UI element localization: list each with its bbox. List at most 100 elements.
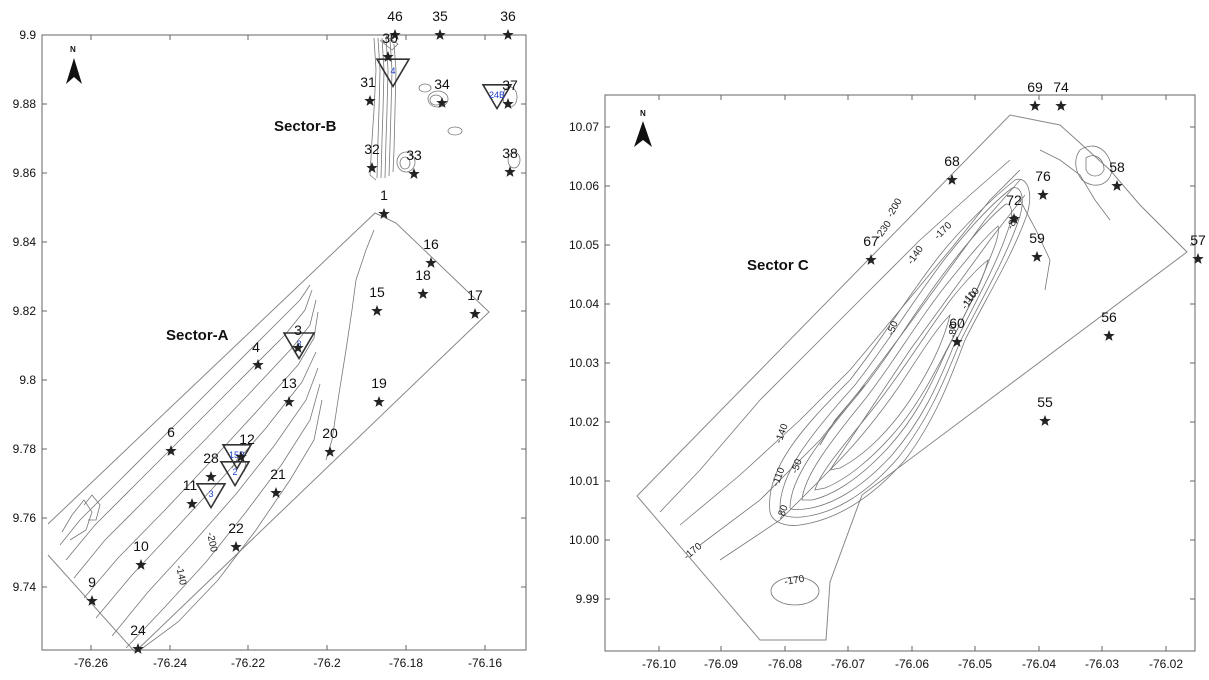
station-label: 21 [270,466,286,482]
station-marker-icon [366,162,378,173]
left-triangles: 4 24B 3 15B 2 3 [195,58,513,510]
station-marker-icon [1055,100,1067,111]
station-label: 60 [949,315,965,331]
triangle-label: 3 [296,339,301,349]
station-marker-icon [951,336,963,347]
x-tick-label: -76.06 [895,657,929,671]
right-stations: 69 74 68 76 58 72 67 59 57 60 56 55 [863,79,1206,426]
station-marker-icon [132,643,144,654]
station-marker-icon [1031,251,1043,262]
station-label: 1 [380,187,388,203]
station-label: 12 [239,431,255,447]
station-marker-icon [371,305,383,316]
sector-a-outline [47,212,490,653]
station-marker-icon [417,288,429,299]
y-tick-label: 9.76 [13,511,37,525]
station-label: 69 [1027,79,1043,95]
station-marker-icon [946,174,958,185]
station-marker-icon [1039,415,1051,426]
y-tick-label: 10.06 [569,179,599,193]
station-label: 31 [360,74,376,90]
sector-c-outline [636,114,1188,641]
contour-label: -110 [960,285,982,307]
station-marker-icon [502,98,514,109]
station-marker-icon [408,168,420,179]
station-label: 32 [364,141,380,157]
contour-label: -140 [773,422,790,445]
y-tick-label: 9.84 [13,235,37,249]
station-label: 35 [432,8,448,24]
contour-label: -170 [932,220,954,242]
station-marker-icon [865,254,877,265]
triangle-label: 4 [390,66,395,76]
station-label: 56 [1101,309,1117,325]
station-label: 17 [467,287,483,303]
y-tick-label: 10.01 [569,474,599,488]
station-marker-icon [1037,189,1049,200]
triangle-label: 15B [229,450,245,460]
station-label: 28 [203,450,219,466]
x-tick-label: -76.24 [153,656,187,670]
y-tick-label: 10.04 [569,297,599,311]
right-map: -76.10 -76.09 -76.08 -76.07 -76.06 -76.05 -76.… [569,79,1206,671]
station-marker-icon [469,308,481,319]
sector-b-title: Sector-B [274,118,337,135]
station-marker-icon [1029,100,1041,111]
y-tick-label: 10.07 [569,120,599,134]
sector-a-title: Sector-A [166,327,229,344]
station-marker-icon [324,446,336,457]
y-tick-label: 9.82 [13,304,37,318]
x-tick-label: -76.02 [1149,657,1183,671]
sampling-triangle-icon [375,58,411,88]
station-label: 33 [406,147,422,163]
contour-label: -80 [948,323,959,338]
left-x-axis: -76.26 -76.24 -76.22 -76.2 -76.18 -76.16 [74,35,502,670]
station-label: 58 [1109,159,1125,175]
sampling-triangle-icon [219,460,251,488]
station-label: 3 [294,322,302,338]
station-label: 24 [130,622,146,638]
station-label: 34 [434,76,450,92]
station-label: 9 [88,574,96,590]
station-marker-icon [230,541,242,552]
station-marker-icon [252,359,264,370]
sector-c-contours [659,145,1113,606]
station-label: 68 [944,153,960,169]
station-marker-icon [502,29,514,40]
station-label: 11 [183,477,198,493]
station-label: 13 [281,375,297,391]
north-label: N [70,45,76,54]
sampling-triangle-icon [282,332,316,361]
station-marker-icon [1008,213,1020,224]
sector-c-title: Sector C [747,257,809,274]
contour-label: -200 [885,196,905,219]
x-tick-label: -76.07 [831,657,865,671]
station-marker-icon [86,595,98,606]
station-marker-icon [434,29,446,40]
station-label: 18 [415,267,431,283]
station-label: 30 [382,30,398,46]
station-marker-icon [373,396,385,407]
station-marker-icon [504,166,516,177]
contour-label: -140 [905,244,926,267]
x-tick-label: -76.10 [642,657,676,671]
right-map-frame [604,94,1196,652]
north-arrow-icon: N [634,109,652,147]
contour-label: -170 [784,574,806,588]
y-tick-label: 9.86 [13,166,37,180]
station-label: 57 [1190,232,1206,248]
station-label: 38 [502,145,518,161]
north-label: N [640,109,646,118]
y-tick-label: 10.05 [569,238,599,252]
station-label: 20 [322,425,338,441]
x-tick-label: -76.2 [313,656,341,670]
y-tick-label: 10.02 [569,415,599,429]
station-marker-icon [425,257,437,268]
sector-a-contours [59,229,375,651]
x-tick-label: -76.04 [1022,657,1056,671]
sampling-triangle-icon [195,482,227,510]
triangle-label: 24B [489,90,505,100]
triangle-label: 3 [208,489,213,499]
y-tick-label: 9.8 [19,373,36,387]
station-marker-icon [378,208,390,219]
